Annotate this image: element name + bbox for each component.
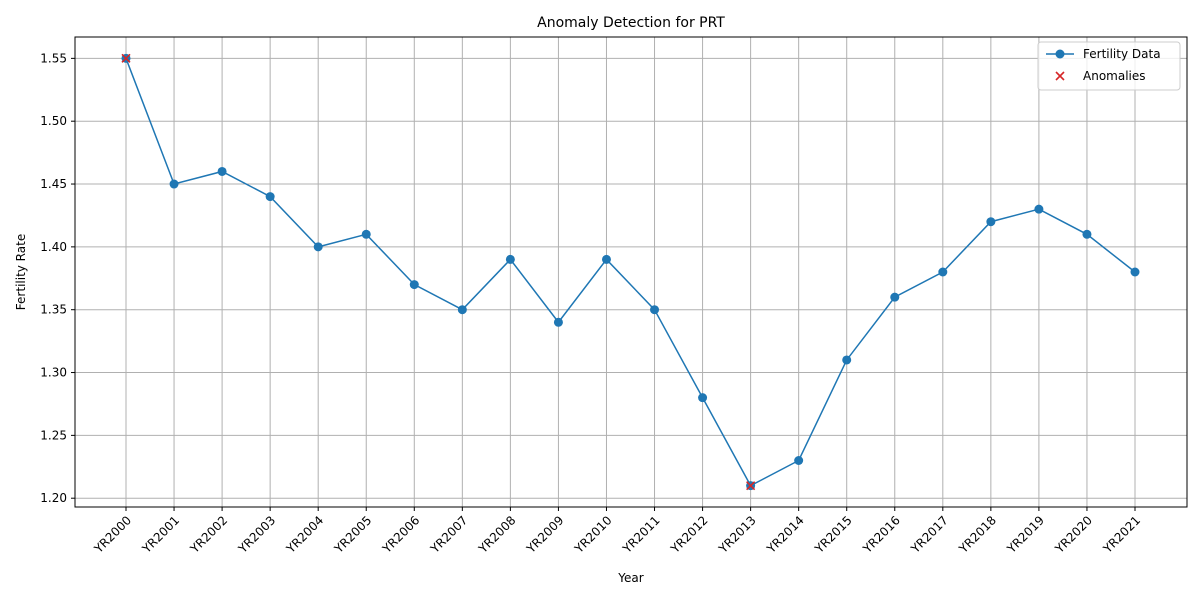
fertility-data-point	[842, 355, 852, 365]
grid-lines	[75, 37, 1187, 507]
x-axis-title: Year	[617, 571, 643, 585]
anomaly-marker	[121, 53, 131, 63]
fertility-data-point	[505, 254, 515, 264]
y-tick-label: 1.55	[40, 51, 67, 65]
fertility-data-point	[601, 254, 611, 264]
legend-marker-fertility	[1055, 49, 1065, 59]
fertility-series-line	[125, 58, 1136, 487]
fertility-data-point	[1082, 229, 1092, 239]
fertility-data-point	[457, 305, 467, 315]
series-layer	[121, 53, 1140, 491]
legend-label-anomalies: Anomalies	[1083, 69, 1146, 83]
fertility-data-point	[938, 267, 948, 277]
y-tick-label: 1.50	[40, 114, 67, 128]
fertility-data-point	[169, 179, 179, 189]
y-axis-title: Fertility Rate	[14, 234, 28, 310]
y-tick-label: 1.45	[40, 177, 67, 191]
y-tick-label: 1.20	[40, 491, 67, 505]
fertility-data-point	[409, 280, 419, 290]
chart-title: Anomaly Detection for PRT	[537, 15, 725, 31]
y-tick-label: 1.30	[40, 366, 67, 380]
y-tick-label: 1.35	[40, 303, 67, 317]
fertility-data-point	[313, 242, 323, 252]
legend: Fertility Data Anomalies	[1037, 41, 1181, 91]
fertility-data-point	[553, 317, 563, 327]
y-tick-label: 1.40	[40, 240, 67, 254]
y-tick-label: 1.25	[40, 428, 67, 442]
fertility-data-point	[217, 166, 227, 176]
fertility-data-point	[890, 292, 900, 302]
legend-anomaly-x	[1055, 71, 1065, 81]
fertility-data-point	[1130, 267, 1140, 277]
fertility-data-point	[986, 217, 996, 227]
fertility-data-point	[1034, 204, 1044, 214]
legend-marker-anomalies	[1055, 71, 1065, 81]
fertility-data-point	[698, 393, 708, 403]
fertility-data-point	[361, 229, 371, 239]
fertility-data-point	[265, 192, 275, 202]
fertility-data-point	[794, 456, 804, 466]
anomaly-marker	[746, 481, 756, 491]
fertility-data-point	[650, 305, 660, 315]
plot-frame	[74, 36, 1188, 508]
legend-label-fertility: Fertility Data	[1083, 47, 1161, 61]
